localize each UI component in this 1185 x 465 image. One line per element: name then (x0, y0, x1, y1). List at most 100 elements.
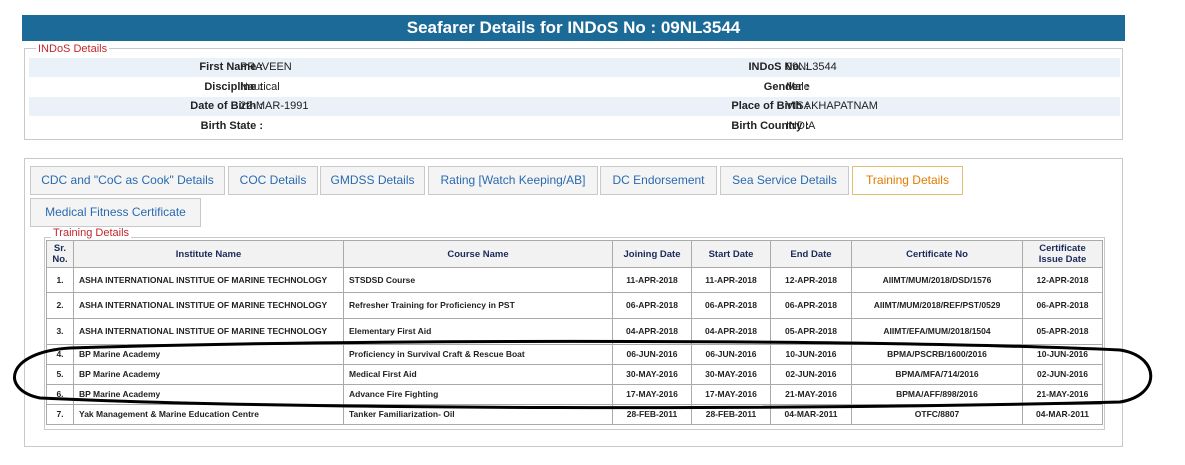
info-value: Nautical (240, 81, 280, 93)
table-cell: 30-MAY-2016 (612, 364, 692, 385)
column-header: Institute Name (73, 240, 344, 268)
table-cell: OTFC/8807 (851, 404, 1023, 425)
info-label: Gender : (763, 81, 809, 93)
info-label: Date of Birth : (190, 100, 263, 112)
info-label: Birth Country : (731, 120, 809, 132)
table-cell: 11-APR-2018 (691, 267, 771, 293)
table-cell: Medical First Aid (343, 364, 613, 385)
info-label: Birth State : (200, 120, 263, 132)
column-header: Sr. No. (46, 240, 74, 268)
table-cell: Elementary First Aid (343, 318, 613, 345)
info-row: First Name : PRAVEEN INDoS No. :09NL3544 (29, 58, 1120, 77)
tab[interactable]: GMDSS Details (320, 166, 425, 195)
table-row: 1. ASHA INTERNATIONAL INSTITUE OF MARINE … (46, 267, 1103, 293)
table-row: 6. BP Marine Academy Advance Fire Fighting… (46, 384, 1103, 405)
tab[interactable]: Rating [Watch Keeping/AB] (428, 166, 598, 195)
info-value: INDIA (786, 120, 816, 132)
table-row: 2. ASHA INTERNATIONAL INSTITUE OF MARINE … (46, 292, 1103, 319)
table-cell: 12-APR-2018 (770, 267, 852, 293)
table-cell: 10-JUN-2016 (770, 344, 852, 365)
training-box (44, 237, 1105, 430)
tab[interactable]: DC Endorsement (600, 166, 717, 195)
table-row: 7. Yak Management & Marine Education Cent… (46, 404, 1103, 425)
tab[interactable]: CDC and "CoC as Cook" Details (30, 166, 225, 195)
table-cell: 28-FEB-2011 (612, 404, 692, 425)
table-cell: BP Marine Academy (73, 364, 344, 385)
table-cell: BPMA/AFF/898/2016 (851, 384, 1023, 405)
table-cell: 04-APR-2018 (691, 318, 771, 345)
info-label: Discipline : (204, 81, 263, 93)
info-value: PRAVEEN (240, 61, 292, 73)
table-cell: 06-APR-2018 (691, 292, 771, 319)
indos-legend: INDoS Details (36, 43, 110, 55)
table-cell: 04-MAR-2011 (1022, 404, 1103, 425)
table-cell: ASHA INTERNATIONAL INSTITUE OF MARINE TE… (73, 267, 344, 293)
table-cell: 02-JUN-2016 (770, 364, 852, 385)
info-value: Male (786, 81, 810, 93)
table-cell: BP Marine Academy (73, 344, 344, 365)
info-value: - (240, 120, 244, 132)
table-cell: Advance Fire Fighting (343, 384, 613, 405)
table-cell: 17-MAY-2016 (612, 384, 692, 405)
column-header: Course Name (343, 240, 613, 268)
table-cell: 06-APR-2018 (1022, 292, 1103, 319)
indos-box (24, 48, 1123, 140)
tab[interactable]: Training Details (852, 166, 963, 195)
table-cell: 28-FEB-2011 (691, 404, 771, 425)
table-row: 5. BP Marine Academy Medical First Aid 30-M… (46, 364, 1103, 385)
table-cell: 17-MAY-2016 (691, 384, 771, 405)
table-cell: 04-APR-2018 (612, 318, 692, 345)
table-cell: Proficiency in Survival Craft & Rescue B… (343, 344, 613, 365)
table-cell: ASHA INTERNATIONAL INSTITUE OF MARINE TE… (73, 292, 344, 319)
table-cell: BP Marine Academy (73, 384, 344, 405)
table-cell: STSDSD Course (343, 267, 613, 293)
column-header: Start Date (691, 240, 771, 268)
info-label: Place of Birth : (731, 100, 809, 112)
info-row: Birth State : - Birth Country : INDIA (29, 117, 1120, 136)
table-cell: 21-MAY-2016 (770, 384, 852, 405)
tabs-panel (24, 158, 1123, 447)
table-cell: 02-JUN-2016 (1022, 364, 1103, 385)
table-cell: 12-APR-2018 (1022, 267, 1103, 293)
table-cell: Yak Management & Marine Education Centre (73, 404, 344, 425)
tab[interactable]: Medical Fitness Certificate (30, 198, 201, 227)
info-label: First Name : (199, 61, 263, 73)
table-cell: 05-APR-2018 (770, 318, 852, 345)
table-cell: 6. (46, 384, 74, 405)
table-cell: 21-MAY-2016 (1022, 384, 1103, 405)
table-cell: 2. (46, 292, 74, 319)
table-cell: 5. (46, 364, 74, 385)
table-cell: 4. (46, 344, 74, 365)
table-cell: 05-APR-2018 (1022, 318, 1103, 345)
table-cell: 04-MAR-2011 (770, 404, 852, 425)
table-cell: BPMA/MFA/714/2016 (851, 364, 1023, 385)
table-cell: 10-JUN-2016 (1022, 344, 1103, 365)
table-cell: 7. (46, 404, 74, 425)
info-label: INDoS No. : (748, 61, 810, 73)
table-cell: 06-JUN-2016 (612, 344, 692, 365)
column-header: Joining Date (612, 240, 692, 268)
table-cell: ASHA INTERNATIONAL INSTITUE OF MARINE TE… (73, 318, 344, 345)
table-row: 3. ASHA INTERNATIONAL INSTITUE OF MARINE … (46, 318, 1103, 345)
table-cell: 1. (46, 267, 74, 293)
tab[interactable]: Sea Service Details (720, 166, 849, 195)
table-cell: 30-MAY-2016 (691, 364, 771, 385)
column-header: Certificate No (851, 240, 1023, 268)
tab[interactable]: COC Details (228, 166, 318, 195)
table-cell: BPMA/PSCRB/1600/2016 (851, 344, 1023, 365)
table-cell: AIIMT/EFA/MUM/2018/1504 (851, 318, 1023, 345)
table-cell: Refresher Training for Proficiency in PS… (343, 292, 613, 319)
info-value: 22-MAR-1991 (240, 100, 309, 112)
info-row: Discipline : Nautical Gender : Male (29, 78, 1120, 97)
table-cell: AIIMT/MUM/2018/REF/PST/0529 (851, 292, 1023, 319)
table-cell: 3. (46, 318, 74, 345)
info-row: Date of Birth :22-MAR-1991 Place of Birth… (29, 97, 1120, 116)
table-cell: 06-JUN-2016 (691, 344, 771, 365)
table-row: 4. BP Marine Academy Proficiency in Surviv… (46, 344, 1103, 365)
training-legend: Training Details (51, 227, 132, 239)
table-cell: 06-APR-2018 (612, 292, 692, 319)
table-cell: Tanker Familiarization- Oil (343, 404, 613, 425)
info-value: VISAKHAPATNAM (786, 100, 878, 112)
page-title: Seafarer Details for INDoS No : 09NL3544 (22, 15, 1125, 41)
